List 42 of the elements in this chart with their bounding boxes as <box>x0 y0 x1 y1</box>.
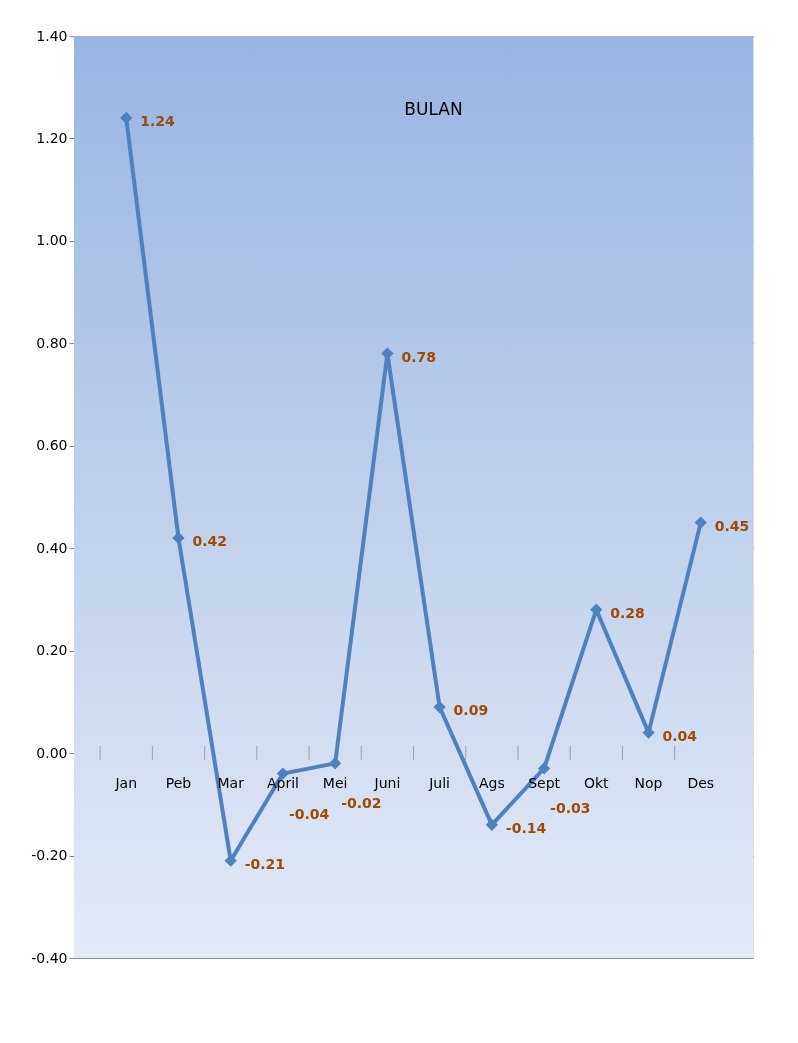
data-label: -0.02 <box>341 795 382 812</box>
point <box>172 531 185 545</box>
x-tick-label: Juni <box>373 775 401 792</box>
text: BULAN <box>404 99 463 119</box>
data-label: 0.42 <box>192 532 228 549</box>
data-label: 0.78 <box>401 348 436 365</box>
y-tick-label: 0.00 <box>36 744 68 761</box>
x-tick-label: Sept <box>528 775 561 792</box>
y-tick-label: -0.20 <box>31 847 68 864</box>
data-label: -0.14 <box>505 819 547 836</box>
y-tick-label: 1.40 <box>36 27 68 44</box>
data-label: 0.04 <box>662 727 698 744</box>
x-tick-label: Okt <box>584 775 610 792</box>
x-tick-label: Mei <box>322 775 348 792</box>
y-tick-label: 0.40 <box>36 539 68 556</box>
data-label: -0.03 <box>550 800 591 817</box>
data-label: -0.04 <box>288 805 330 822</box>
point <box>694 516 707 529</box>
x-tick-label: Des <box>687 775 715 792</box>
point <box>120 111 133 125</box>
x-tick-label: Juli <box>428 775 451 792</box>
y-tick-label: 0.80 <box>36 334 68 351</box>
point <box>590 603 603 616</box>
y-tick-label: -0.40 <box>31 949 68 966</box>
x-tick-label: Peb <box>165 775 192 792</box>
data-label: -0.21 <box>244 855 286 872</box>
y-tick-label: 1.20 <box>36 129 68 146</box>
x-tick-label: Mar <box>217 775 245 792</box>
point <box>329 757 342 770</box>
x-tick-label: Ags <box>478 775 505 792</box>
data-label: 0.28 <box>610 604 645 621</box>
data-label: 1.24 <box>140 112 176 129</box>
point <box>537 762 551 775</box>
data-label: 0.45 <box>714 517 750 534</box>
point <box>485 818 498 831</box>
y-tick-label: 1.00 <box>36 232 68 249</box>
y-tick-label: 0.20 <box>36 642 68 659</box>
y-tick-label: 0.60 <box>36 437 68 454</box>
x-tick-label: Jan <box>114 775 138 792</box>
data-label: 0.09 <box>453 702 489 719</box>
point <box>433 700 446 714</box>
x-tick-label: Nop <box>634 775 663 792</box>
